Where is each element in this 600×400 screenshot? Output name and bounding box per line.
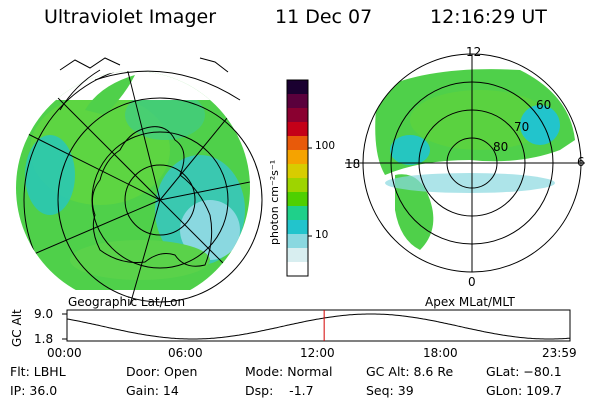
mode-info: Mode: Normal	[245, 364, 333, 379]
colorbar-segment	[287, 108, 308, 123]
dsp-info: Dsp: -1.7	[245, 383, 314, 398]
date-label: 11 Dec 07	[275, 6, 373, 28]
colorbar-segment	[287, 206, 308, 221]
ip-info: IP: 36.0	[10, 383, 58, 398]
mlt-label-18: 18	[345, 157, 361, 171]
time-label: 12:16:29 UT	[430, 6, 547, 28]
mlt-label-12: 12	[466, 45, 482, 59]
altitude-plot	[62, 309, 571, 342]
door-info: Door: Open	[126, 364, 198, 379]
colorbar-segment	[287, 94, 308, 109]
seq-info: Seq: 39	[366, 383, 414, 398]
alt-xtick-1800: 18:00	[423, 346, 458, 360]
mlat-label-80: 80	[493, 140, 509, 154]
colorbar-segment	[287, 80, 308, 95]
mlat-label-70: 70	[514, 120, 530, 134]
colorbar-segment	[287, 262, 308, 277]
glon-info: GLon: 109.7	[486, 383, 562, 398]
colorbar-tick-100: 100	[315, 140, 336, 152]
glat-info: GLat: −80.1	[486, 364, 562, 379]
alt-xtick-0600: 06:00	[168, 346, 203, 360]
colorbar-unit-label: photon cm⁻²s⁻¹	[268, 159, 281, 245]
colorbar-segment	[287, 164, 308, 179]
apex-panel-label: Apex MLat/MLT	[425, 295, 515, 309]
colorbar-segment	[287, 192, 308, 207]
mlt-label-6: 6	[577, 155, 585, 169]
colorbar-segment	[287, 220, 308, 235]
alt-xtick-2359: 23:59	[542, 346, 577, 360]
colorbar	[286, 79, 309, 277]
alt-xtick-0000: 00:00	[47, 346, 82, 360]
filter-info: Flt: LBHL	[10, 364, 66, 379]
colorbar-tick-10: 10	[315, 229, 329, 241]
colorbar-segment	[287, 122, 308, 137]
colorbar-segment	[287, 150, 308, 165]
mlt-label-0: 0	[468, 275, 476, 289]
colorbar-segment	[287, 136, 308, 151]
alt-xtick-1200: 12:00	[300, 346, 335, 360]
gc-alt-axis-label: GC Alt	[10, 309, 24, 347]
alt-ytick-1: 1.8	[34, 332, 54, 346]
colorbar-segment	[287, 234, 308, 249]
gcalt-info: GC Alt: 8.6 Re	[366, 364, 454, 379]
colorbar-segment	[287, 178, 308, 193]
gain-info: Gain: 14	[126, 383, 179, 398]
geographic-panel-label: Geographic Lat/Lon	[68, 295, 186, 309]
alt-ytick-9: 9.0	[34, 307, 54, 321]
instrument-title: Ultraviolet Imager	[44, 6, 217, 28]
mlat-label-60: 60	[536, 98, 552, 112]
colorbar-segment	[287, 248, 308, 263]
polar-image	[345, 53, 585, 273]
geographic-image	[16, 57, 263, 305]
